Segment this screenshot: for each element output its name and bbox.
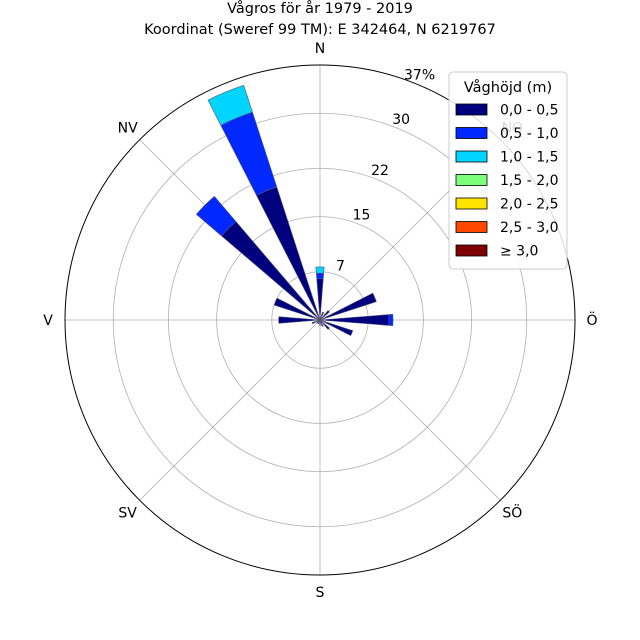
legend-swatch — [455, 174, 488, 186]
radial-tick-label: 30 — [392, 112, 410, 128]
rose-bar-segment — [311, 319, 321, 325]
legend-swatch — [455, 103, 488, 116]
legend-entries: 0,0 - 0,5 0,5 - 1,0 1,0 - 1,5 1,5 - 2,0 2,0 … — [455, 103, 558, 260]
rose-bar-segment — [316, 272, 324, 280]
legend-label: 2,5 - 3,0 — [500, 220, 558, 236]
rose-bar-segment — [221, 221, 321, 321]
polar-frame — [64, 64, 576, 576]
grid-spoke — [139, 319, 321, 501]
radial-tick-label: 15 — [353, 207, 371, 223]
chart-subtitle: Koordinat (Sweref 99 TM): E 342464, N 62… — [144, 22, 496, 38]
legend: Våghöjd (m) 0,0 - 0,5 0,5 - 1,0 1,0 - 1,5 1… — [448, 71, 568, 270]
radial-tick-label: 37% — [404, 67, 435, 83]
legend-swatch — [455, 127, 488, 139]
chart-title: Vågros för år 1979 - 2019 — [227, 0, 413, 17]
rose-bar-segment — [388, 313, 394, 327]
legend-label: 2,0 - 2,5 — [500, 197, 558, 213]
rose-bar-segment — [220, 111, 278, 196]
legend-label: 1,0 - 1,5 — [500, 150, 558, 166]
rose-bar-segment — [319, 310, 330, 321]
legend-title: Våghöjd (m) — [464, 79, 552, 96]
legend-swatch — [455, 150, 488, 163]
legend-label: ≥ 3,0 — [500, 244, 538, 260]
compass-label: N — [315, 41, 325, 57]
rose-bars — [195, 84, 394, 337]
rose-bar-segment — [278, 316, 321, 324]
legend-label: 1,5 - 2,0 — [500, 173, 558, 189]
rose-bar-segment — [315, 266, 325, 274]
rose-bar-segment — [319, 311, 325, 321]
rose-bar-segment — [195, 195, 237, 237]
legend-label: 0,0 - 0,5 — [500, 103, 558, 119]
legend-swatch — [455, 244, 488, 257]
compass-label: SV — [118, 505, 137, 521]
compass-label: V — [43, 313, 53, 329]
legend-swatch — [455, 221, 488, 233]
legend-label: 0,5 - 1,0 — [500, 126, 558, 142]
rose-bar-segment — [273, 297, 321, 321]
compass-label: S — [316, 585, 325, 601]
rose-bar-segment — [207, 84, 253, 126]
legend-frame — [448, 71, 568, 270]
compass-label: NV — [118, 121, 138, 137]
radial-tick-label: 22 — [371, 163, 389, 179]
chart-title-group: Vågros för år 1979 - 2019 Koordinat (Swe… — [144, 0, 496, 38]
rose-bar-segment — [316, 319, 321, 324]
rose-bar-segment — [319, 319, 324, 327]
polar-outer-circle — [64, 64, 576, 576]
rose-bar-segment — [319, 319, 354, 337]
compass-label: SÖ — [502, 503, 522, 521]
rose-bar-segment — [319, 319, 321, 326]
radial-tick-label: 7 — [336, 258, 345, 274]
radial-tick-labels: 7 15 22 30 37% — [336, 67, 435, 274]
legend-swatch — [455, 197, 488, 210]
compass-label: Ö — [586, 311, 597, 329]
grid-spoke — [319, 319, 501, 501]
rose-bar-segment — [319, 319, 330, 330]
rose-bar-segment — [319, 292, 377, 321]
rose-bar-segment — [256, 186, 321, 321]
